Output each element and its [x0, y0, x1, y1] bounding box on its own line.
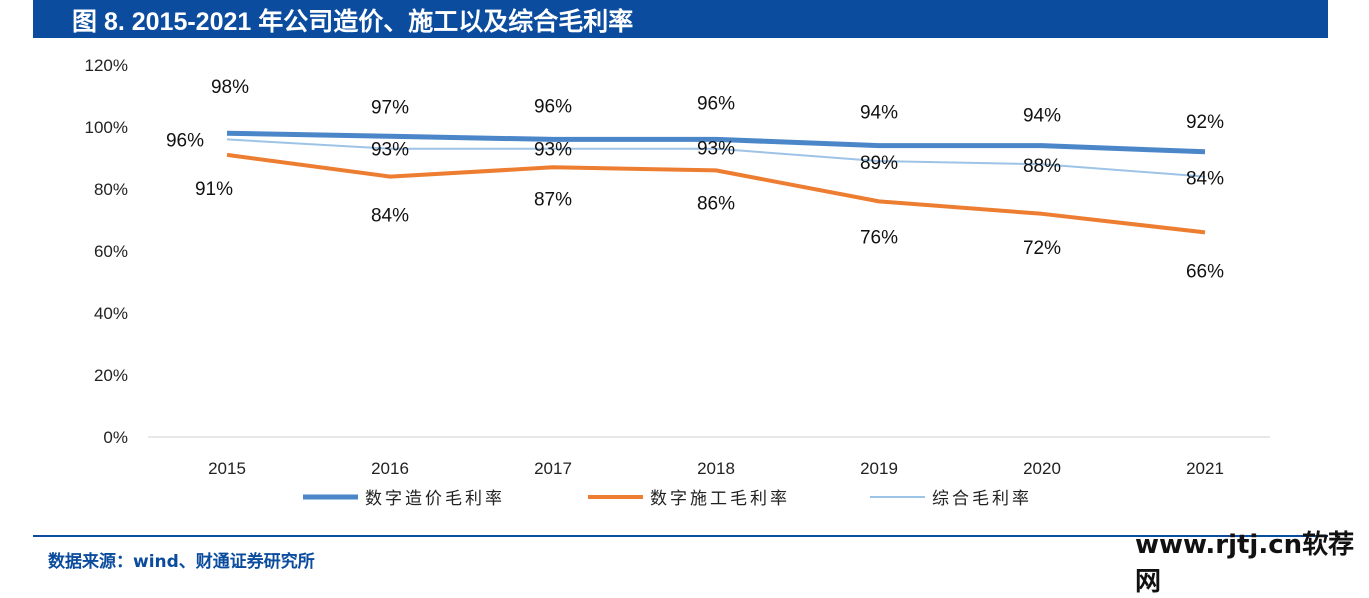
data-label: 87%	[534, 189, 572, 210]
data-label: 93%	[697, 139, 735, 160]
data-label: 97%	[371, 97, 409, 118]
y-tick-label: 40%	[94, 304, 128, 323]
data-label: 96%	[166, 130, 204, 151]
y-tick-label: 120%	[85, 56, 128, 75]
x-tick-label: 2019	[860, 459, 898, 478]
chart-title: 图 8. 2015-2021 年公司造价、施工以及综合毛利率	[72, 8, 634, 36]
y-tick-label: 0%	[103, 428, 128, 447]
data-label: 98%	[211, 77, 249, 98]
y-tick-label: 20%	[94, 366, 128, 385]
data-label: 94%	[1023, 106, 1061, 127]
data-label: 66%	[1186, 261, 1224, 282]
data-label: 86%	[697, 193, 735, 214]
series-line	[226, 130, 1206, 155]
x-tick-label: 2020	[1023, 459, 1061, 478]
x-tick-label: 2017	[534, 459, 572, 478]
x-tick-label: 2016	[371, 459, 409, 478]
data-label: 76%	[860, 227, 898, 248]
data-label: 72%	[1023, 238, 1061, 259]
data-label: 93%	[534, 140, 572, 161]
line-chart: 0% 20% 40% 60% 80% 100% 120% 2015 2016 2017 2018 20…	[85, 56, 1270, 508]
data-label: 91%	[195, 179, 233, 200]
data-label: 88%	[1023, 156, 1061, 177]
data-label: 84%	[371, 206, 409, 227]
footer-divider	[33, 535, 1328, 537]
source-note: 数据来源：wind、财通证券研究所	[48, 552, 315, 572]
data-label: 92%	[1186, 112, 1224, 133]
data-label: 96%	[534, 96, 572, 117]
data-label: 89%	[860, 153, 898, 174]
data-label: 93%	[371, 140, 409, 161]
title-bar	[33, 0, 1328, 38]
data-label: 94%	[860, 103, 898, 124]
x-tick-label: 2018	[697, 459, 735, 478]
x-tick-label: 2015	[208, 459, 246, 478]
y-tick-label: 80%	[94, 180, 128, 199]
series-line	[226, 138, 1206, 178]
watermark: www.rjtj.cn软荐网	[1135, 530, 1355, 597]
legend-label: 数字施工毛利率	[650, 489, 790, 508]
data-label: 96%	[697, 93, 735, 114]
series-line	[226, 152, 1206, 235]
y-tick-label: 100%	[85, 118, 128, 137]
legend-label: 数字造价毛利率	[365, 489, 505, 508]
y-tick-label: 60%	[94, 242, 128, 261]
data-label: 84%	[1186, 169, 1224, 190]
x-tick-label: 2021	[1186, 459, 1224, 478]
legend-label: 综合毛利率	[932, 489, 1032, 508]
